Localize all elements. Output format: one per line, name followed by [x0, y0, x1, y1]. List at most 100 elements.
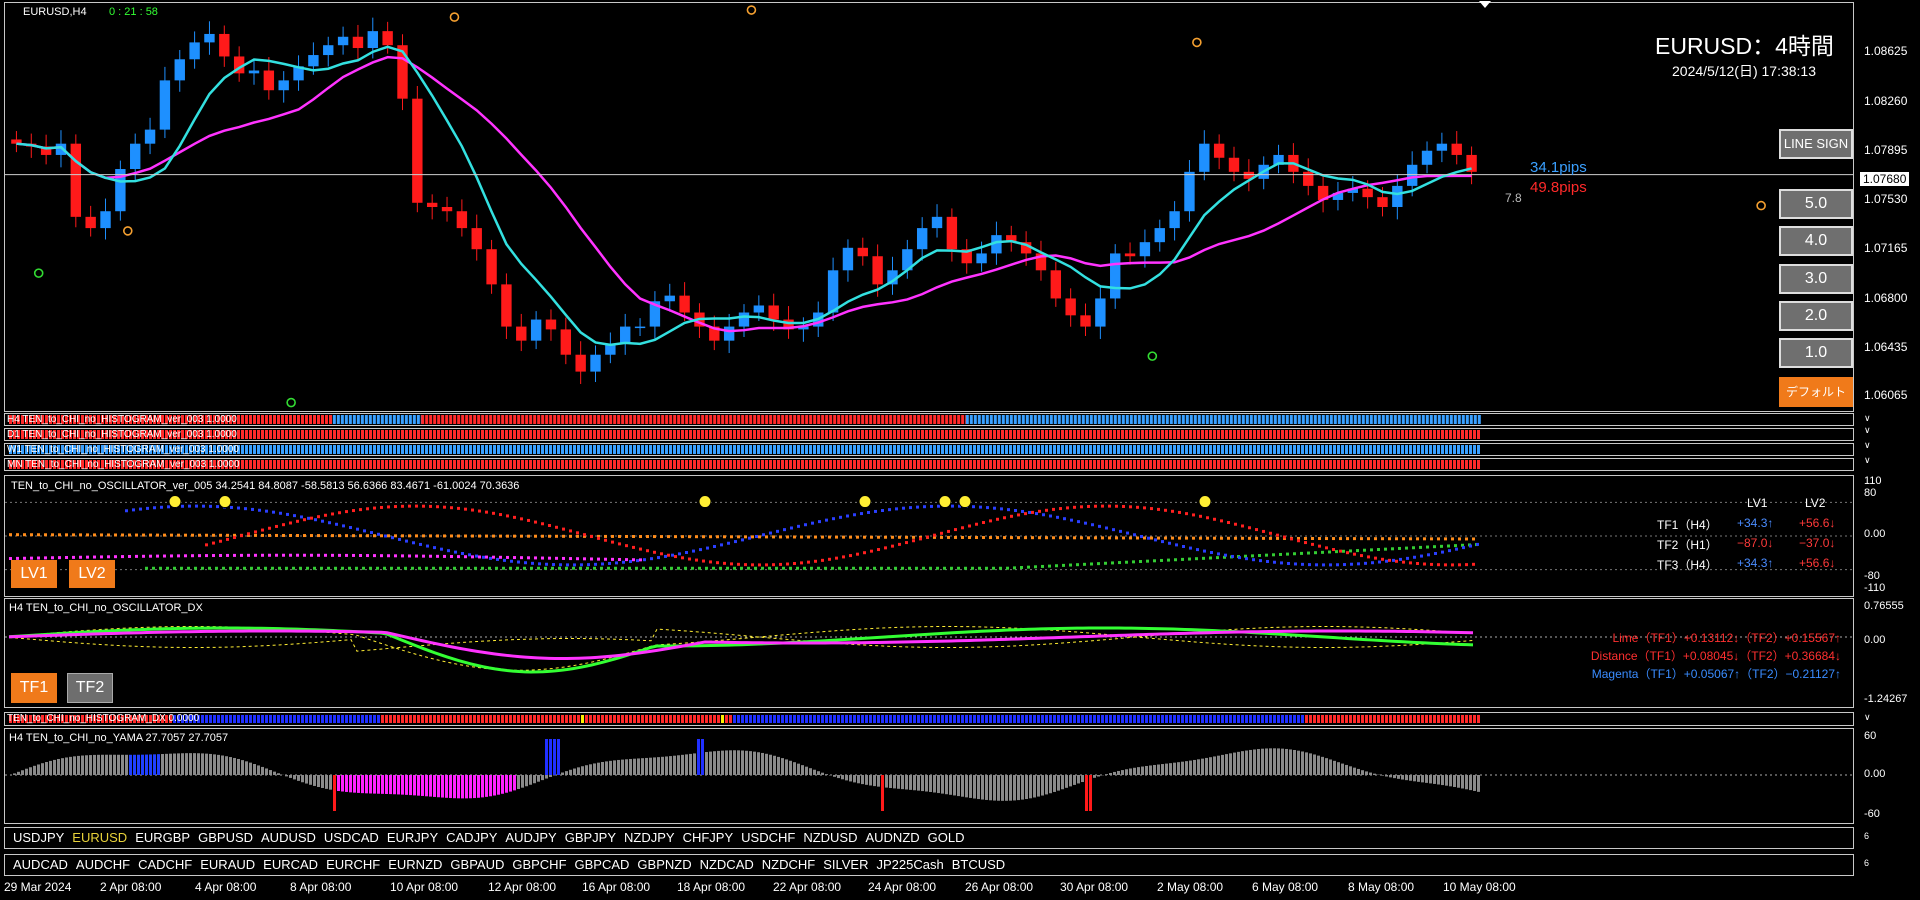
symbol-jp225cash[interactable]: JP225Cash — [876, 857, 944, 872]
level-4-button[interactable]: 4.0 — [1779, 226, 1853, 256]
dx-magenta-stat: Magenta（TF1）+0.05067↑（TF2）−0.21127↑ — [1591, 667, 1841, 681]
level-5-button[interactable]: 5.0 — [1779, 189, 1853, 219]
symbol-gbpusd[interactable]: GBPUSD — [198, 830, 254, 845]
yama-bar — [453, 775, 456, 799]
histogram-bar — [989, 415, 993, 424]
histogram-bar — [1385, 430, 1388, 439]
symbol-euraud[interactable]: EURAUD — [200, 857, 256, 872]
main-chart-panel[interactable]: EURUSD,H4 0 : 21 : 58 EURUSD：4時間 2024/5/… — [4, 1, 1854, 412]
symbol-nzdcad[interactable]: NZDCAD — [699, 857, 754, 872]
histogram-bar — [1225, 445, 1228, 454]
osc-dot — [541, 534, 544, 538]
dx-chart — [5, 626, 1853, 674]
osc-dot — [741, 538, 744, 542]
level-3-button[interactable]: 3.0 — [1779, 264, 1853, 294]
level-1-button[interactable]: 1.0 — [1779, 338, 1853, 368]
histogram-dx-bar — [1477, 715, 1480, 723]
symbol-audchf[interactable]: AUDCHF — [75, 857, 131, 872]
histogram-dx-bar — [157, 715, 160, 723]
histogram-dx-bar — [893, 715, 896, 723]
histogram-dx-bar — [505, 715, 508, 723]
yama-bar — [677, 755, 680, 775]
symbol-eurcad[interactable]: EURCAD — [263, 857, 319, 872]
histogram-bar — [1333, 460, 1336, 469]
symbol-chfjpy[interactable]: CHFJPY — [682, 830, 734, 845]
symbol-audusd[interactable]: AUDUSD — [261, 830, 316, 845]
symbol-audnzd[interactable]: AUDNZD — [865, 830, 920, 845]
candle — [337, 36, 349, 46]
osc-dot — [226, 537, 229, 541]
osc-dot — [527, 534, 530, 538]
histogram-bar — [293, 415, 296, 424]
osc-dot — [1343, 563, 1346, 567]
symbol-eurgbp[interactable]: EURGBP — [135, 830, 191, 845]
symbol-gbpjpy[interactable]: GBPJPY — [564, 830, 617, 845]
histogram-bar — [829, 430, 832, 439]
histogram-bar — [157, 460, 160, 469]
yama-bar — [837, 775, 840, 779]
histogram-bar — [1377, 430, 1380, 439]
osc-dot — [863, 535, 866, 539]
tf1-button[interactable]: TF1 — [11, 673, 57, 703]
dx-panel[interactable]: H4 TEN_to_CHI_no_OSCILLATOR_DX TF1 TF2 L… — [4, 598, 1854, 708]
histogram-dx-bar — [569, 715, 572, 723]
symbol-audcad[interactable]: AUDCAD — [13, 857, 68, 872]
symbol-audjpy[interactable]: AUDJPY — [505, 830, 557, 845]
histogram-bar — [629, 445, 632, 454]
osc-dot — [1377, 548, 1380, 552]
histogram-bar — [1245, 460, 1248, 469]
symbol-gbpcad[interactable]: GBPCAD — [574, 857, 630, 872]
osc-dot — [159, 566, 162, 570]
histogram-bar — [621, 415, 625, 424]
histogram-bar — [121, 445, 124, 454]
level-2-button[interactable]: 2.0 — [1779, 301, 1853, 331]
osc-dot — [1434, 551, 1437, 555]
histogram-bar — [1457, 445, 1460, 454]
dx-title: H4 TEN_to_CHI_no_OSCILLATOR_DX — [9, 602, 203, 614]
osc-dot — [1101, 536, 1104, 540]
symbol-usdcad[interactable]: USDCAD — [323, 830, 379, 845]
candle — [1317, 185, 1329, 200]
symbol-cadjpy[interactable]: CADJPY — [446, 830, 498, 845]
symbol-eurjpy[interactable]: EURJPY — [386, 830, 439, 845]
osc-dot — [1017, 536, 1020, 540]
symbol-usdchf[interactable]: USDCHF — [741, 830, 796, 845]
price-chart[interactable] — [5, 3, 1853, 411]
default-button[interactable]: デフォルト — [1779, 377, 1853, 407]
symbol-silver[interactable]: SILVER — [823, 857, 869, 872]
yama-bar — [69, 756, 72, 775]
histogram-bar — [45, 445, 48, 454]
symbol-gbpnzd[interactable]: GBPNZD — [637, 857, 692, 872]
candle — [798, 326, 809, 330]
histogram-bar — [1457, 460, 1460, 469]
histogram-bar — [1145, 460, 1148, 469]
symbol-nzdusd[interactable]: NZDUSD — [803, 830, 858, 845]
symbol-btcusd[interactable]: BTCUSD — [951, 857, 1006, 872]
osc-dot — [408, 554, 411, 558]
histogram-bar — [401, 460, 404, 469]
symbol-gbpchf[interactable]: GBPCHF — [512, 857, 567, 872]
candle — [248, 70, 260, 74]
symbol-eurnzd[interactable]: EURNZD — [388, 857, 443, 872]
lv1-button[interactable]: LV1 — [11, 560, 57, 588]
oscillator-panel[interactable]: TEN_to_CHI_no_OSCILLATOR_ver_005 34.2541… — [4, 475, 1854, 597]
symbol-eurchf[interactable]: EURCHF — [326, 857, 381, 872]
candle — [530, 319, 542, 341]
line-sign-button[interactable]: LINE SIGN — [1779, 129, 1853, 159]
lv2-button[interactable]: LV2 — [69, 560, 115, 588]
osc-dot — [1164, 536, 1167, 540]
osc-dot — [569, 534, 572, 538]
symbol-nzdjpy[interactable]: NZDJPY — [624, 830, 675, 845]
symbol-usdjpy[interactable]: USDJPY — [13, 830, 65, 845]
symbol-nzdchf[interactable]: NZDCHF — [761, 857, 816, 872]
symbol-eurusd[interactable]: EURUSD — [72, 830, 128, 845]
osc-dot — [355, 566, 358, 570]
tf2-button[interactable]: TF2 — [67, 673, 113, 703]
symbol-gbpaud[interactable]: GBPAUD — [450, 857, 505, 872]
yama-panel[interactable]: H4 TEN_to_CHI_no_YAMA 27.7057 27.7057 — [4, 728, 1854, 824]
histogram-bar — [1041, 445, 1044, 454]
histogram-bar — [777, 415, 781, 424]
symbol-gold[interactable]: GOLD — [927, 830, 965, 845]
yama-bar — [877, 775, 880, 787]
symbol-cadchf[interactable]: CADCHF — [138, 857, 193, 872]
